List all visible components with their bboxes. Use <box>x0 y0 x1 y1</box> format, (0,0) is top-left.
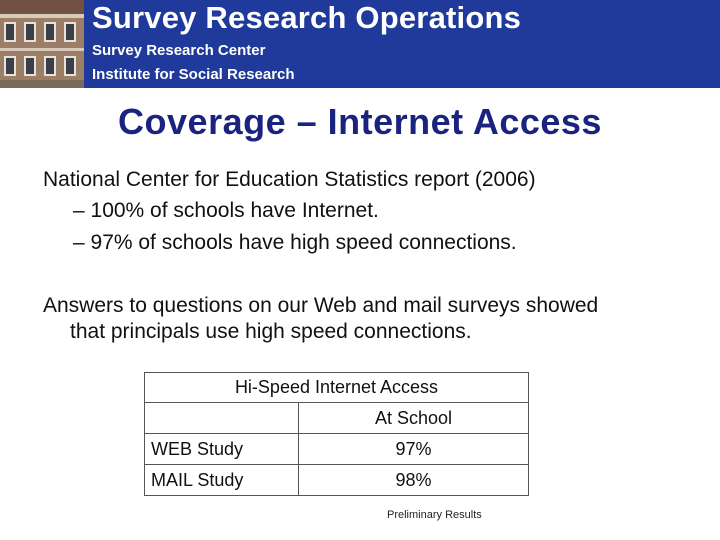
row-label-mail: MAIL Study <box>144 464 299 496</box>
bullet-high-speed: – 97% of schools have high speed connect… <box>73 231 517 254</box>
table-caption-row: Hi-Speed Internet Access <box>144 372 529 403</box>
results-table: Hi-Speed Internet Access At School WEB S… <box>144 372 529 496</box>
table-header-row: At School <box>144 402 529 434</box>
row-label-web: WEB Study <box>144 433 299 465</box>
paragraph-nces-report: National Center for Education Statistics… <box>43 168 536 191</box>
table-column-header: At School <box>298 402 529 434</box>
paragraph-answers-line2: that principals use high speed connectio… <box>70 320 472 343</box>
table-row: WEB Study 97% <box>144 433 529 465</box>
bullet-internet: – 100% of schools have Internet. <box>73 199 379 222</box>
row-value-web: 97% <box>298 433 529 465</box>
footnote-preliminary: Preliminary Results <box>387 509 482 521</box>
table-header-empty <box>144 402 299 434</box>
table-caption: Hi-Speed Internet Access <box>144 372 529 403</box>
building-photo <box>0 0 84 88</box>
header-banner: Survey Research Operations Survey Resear… <box>0 0 720 88</box>
table-row: MAIL Study 98% <box>144 464 529 496</box>
paragraph-answers-line1: Answers to questions on our Web and mail… <box>43 294 599 317</box>
row-value-mail: 98% <box>298 464 529 496</box>
banner-title: Survey Research Operations <box>92 0 522 35</box>
banner-subtitle-institute: Institute for Social Research <box>92 66 295 83</box>
slide-title: Coverage – Internet Access <box>118 101 602 142</box>
banner-subtitle-center: Survey Research Center <box>92 42 266 59</box>
